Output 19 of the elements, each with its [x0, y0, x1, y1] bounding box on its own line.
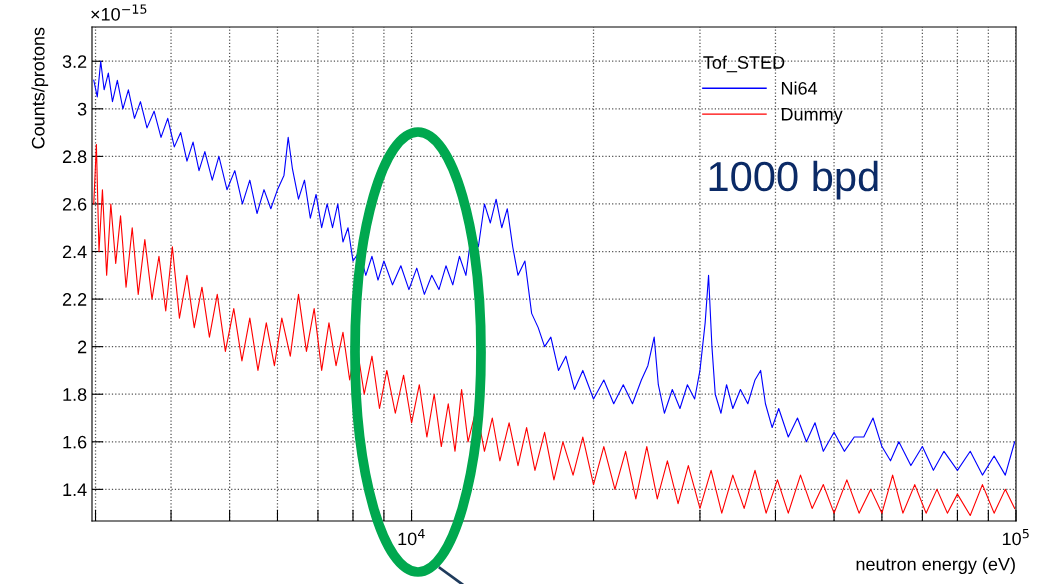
y-tick-label: 3	[77, 102, 87, 116]
x-axis-title: neutron energy (eV)	[856, 557, 1015, 575]
y-tick-label: 1.8	[63, 388, 87, 401]
y-axis-title: Counts/protons	[31, 27, 49, 149]
legend-label: Ni64	[781, 81, 818, 95]
y-tick-label: 2.4	[62, 245, 87, 259]
y-tick-label: 3.2	[62, 55, 87, 68]
y-tick-label: 1.6	[63, 435, 87, 449]
legend-label: Dummy	[781, 107, 843, 125]
y-tick-label: 2.6	[62, 197, 87, 211]
x-tick-label: 10$^{4}$	[398, 528, 425, 546]
y-tick-label: 2	[78, 340, 87, 354]
y-tick-label: 2.2	[62, 293, 87, 306]
text: ×10$^{−15}$	[91, 4, 147, 21]
annotation: 1000 bpd	[709, 160, 878, 200]
y-tick-label: 2.8	[62, 150, 87, 164]
y-tick-label: 1.4	[63, 483, 87, 496]
x-tick-label: 10$^{5}$	[1002, 528, 1029, 546]
legend-title: Tof_STED	[703, 55, 785, 73]
